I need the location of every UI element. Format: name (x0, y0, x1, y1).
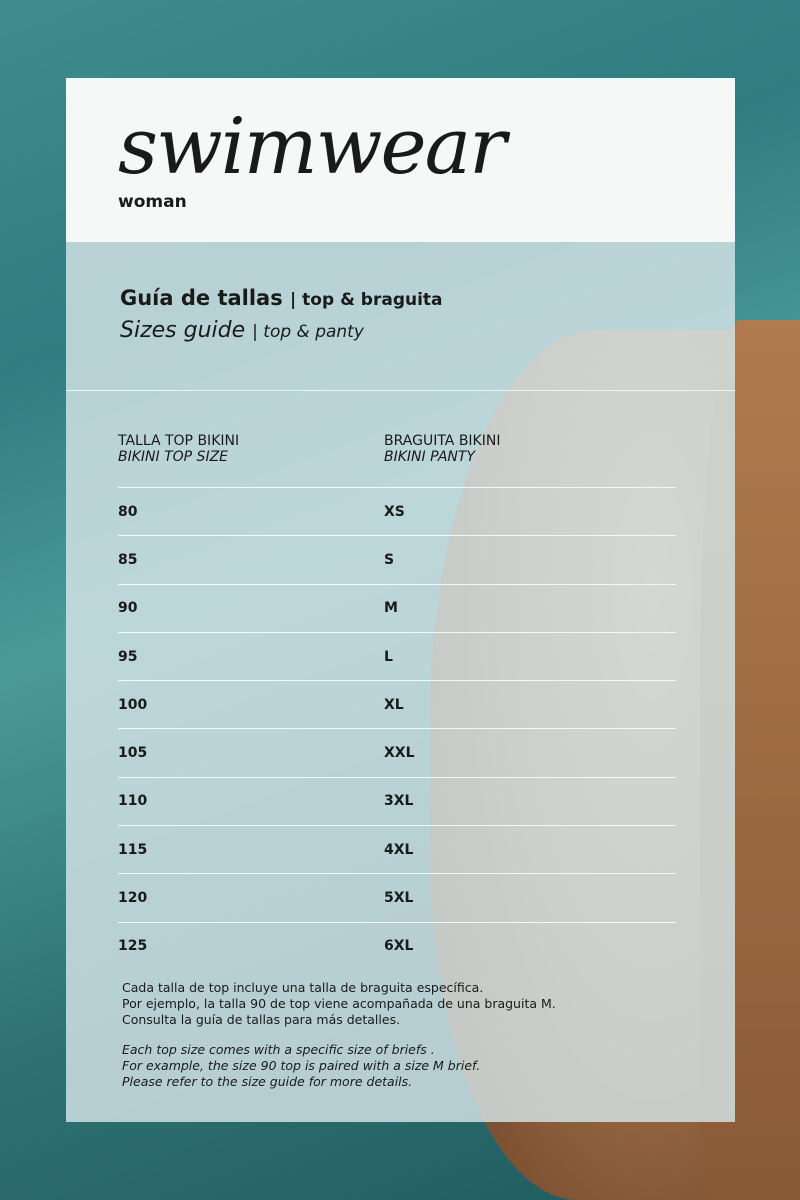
panty-size-cell: XS (384, 503, 405, 520)
top-size-cell: 95 (118, 648, 138, 665)
table-row: 125 6XL (118, 923, 676, 970)
top-size-cell: 100 (118, 696, 148, 713)
table-row: 120 5XL (118, 874, 676, 923)
panty-size-cell: S (384, 551, 395, 568)
top-size-cell: 85 (118, 551, 138, 568)
table-row: 90 M (118, 585, 676, 633)
top-size-cell: 80 (118, 503, 138, 520)
table-row: 100 XL (118, 681, 676, 730)
header-es: TALLA TOP BIKINI (118, 433, 240, 449)
size-table: TALLA TOP BIKINI BIKINI TOP SIZE BRAGUITA… (118, 433, 676, 970)
top-size-cell: 90 (118, 600, 138, 617)
panty-size-cell: XL (384, 696, 404, 713)
panty-size-cell: 4XL (384, 841, 414, 858)
top-size-cell: 105 (118, 745, 148, 762)
note-line: Each top size comes with a specific size… (122, 1042, 435, 1057)
brand-subtitle: woman (118, 192, 187, 212)
note-line: Cada talla de top incluye una talla de b… (122, 980, 484, 995)
header-en: BIKINI PANTY (384, 449, 475, 465)
table-body: 80 XS 85 S 90 M 95 L 100 XL 105 XXL 110 3XL 115 4XL 120 5… (118, 488, 676, 970)
header-section: swimwear woman (66, 78, 735, 242)
table-row: 115 4XL (118, 826, 676, 875)
top-size-cell: 115 (118, 841, 148, 858)
table-row: 105 XXL (118, 729, 676, 778)
top-size-cell: 120 (118, 890, 148, 907)
note-es: Cada talla de top incluye una talla de b… (122, 980, 556, 1028)
header-en: BIKINI TOP SIZE (118, 449, 229, 465)
note-line: For example, the size 90 top is paired w… (122, 1058, 481, 1073)
note-line: Please refer to the size guide for more … (122, 1074, 413, 1089)
panty-size-cell: M (384, 600, 398, 617)
table-row: 80 XS (118, 488, 676, 537)
header-panty-size: BRAGUITA BIKINI BIKINI PANTY (384, 433, 650, 487)
panty-size-cell: 6XL (384, 938, 414, 955)
heading-es: Guía de tallas | top & braguita (120, 286, 443, 310)
top-size-cell: 125 (118, 938, 148, 955)
header-es: BRAGUITA BIKINI (384, 433, 501, 449)
table-row: 110 3XL (118, 778, 676, 827)
heading-en: Sizes guide | top & panty (120, 318, 364, 343)
table-row: 85 S (118, 536, 676, 585)
note-line: Por ejemplo, la talla 90 de top viene ac… (122, 996, 556, 1011)
heading-en-suffix: | top & panty (252, 322, 364, 342)
note-line: Consulta la guía de tallas para más deta… (122, 1012, 401, 1027)
panty-size-cell: 3XL (384, 793, 414, 810)
table-row: 95 L (118, 633, 676, 682)
header-top-size: TALLA TOP BIKINI BIKINI TOP SIZE (118, 433, 384, 487)
heading-es-suffix: | top & braguita (290, 290, 443, 310)
brand-title: swimwear (118, 102, 506, 192)
heading-es-text: Guía de tallas (120, 286, 283, 310)
top-size-cell: 110 (118, 793, 148, 810)
panty-size-cell: L (384, 648, 393, 665)
panty-size-cell: XXL (384, 745, 415, 762)
table-header: TALLA TOP BIKINI BIKINI TOP SIZE BRAGUITA… (118, 433, 676, 488)
note-en: Each top size comes with a specific size… (122, 1042, 480, 1090)
divider (66, 390, 735, 391)
panty-size-cell: 5XL (384, 890, 414, 907)
heading-en-text: Sizes guide (120, 318, 246, 343)
size-guide-panel: swimwear woman Guía de tallas | top & br… (66, 78, 735, 1122)
